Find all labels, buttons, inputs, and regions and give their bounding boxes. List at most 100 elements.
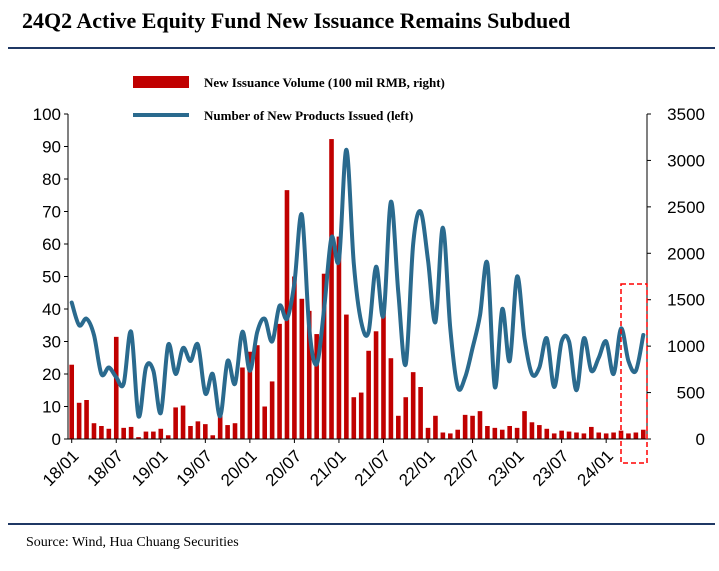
bar-20/10 — [314, 334, 319, 439]
line-point-19/07 — [204, 393, 206, 394]
bar-22/05 — [455, 429, 461, 439]
bar-24/01 — [603, 433, 609, 439]
bar-19/01 — [158, 428, 164, 439]
bar-18/12 — [151, 431, 156, 439]
line-point-21/08 — [390, 201, 392, 203]
bar-18/05 — [99, 426, 104, 439]
x-tick-label: 23/01 — [484, 446, 528, 490]
line-point-20/02 — [256, 331, 258, 333]
line-point-21/09 — [397, 292, 399, 294]
line-point-18/12 — [152, 370, 154, 372]
bar-19/09 — [217, 414, 223, 439]
bar-24/04 — [626, 433, 631, 439]
bar-19/04 — [180, 405, 186, 439]
line-point-21/02 — [345, 149, 347, 151]
bar-23/08 — [566, 431, 572, 439]
bar-21/09 — [396, 415, 401, 439]
bar-24/02 — [611, 432, 616, 439]
right-tick-label: 3500 — [667, 105, 705, 124]
line-point-21/12 — [420, 211, 422, 212]
bar-22/10 — [492, 427, 498, 439]
bar-21/12 — [418, 387, 423, 439]
line-point-22/11 — [501, 308, 503, 310]
line-point-19/10 — [227, 360, 229, 362]
line-point-18/04 — [93, 334, 95, 336]
bar-20/01 — [247, 351, 253, 439]
bar-24/05 — [633, 432, 639, 439]
line-point-23/03 — [531, 373, 533, 375]
legend-label-line: Number of New Products Issued (left) — [204, 108, 413, 123]
left-tick-label: 90 — [42, 138, 61, 157]
bar-19/05 — [188, 426, 193, 439]
bar-23/11 — [589, 426, 594, 439]
line-point-23/12 — [598, 357, 600, 359]
bar-18/11 — [143, 431, 149, 439]
bar-21/08 — [388, 358, 394, 439]
highlight-box-24q2 — [620, 283, 648, 464]
bar-18/04 — [91, 423, 97, 439]
line-point-20/04 — [271, 341, 273, 342]
bar-21/07 — [381, 309, 386, 439]
bar-23/05 — [544, 428, 550, 439]
right-tick-label: 500 — [677, 384, 705, 403]
bar-22/12 — [507, 426, 512, 439]
line-point-20/10 — [316, 363, 318, 365]
bar-21/06 — [373, 331, 379, 439]
line-point-19/09 — [219, 415, 221, 417]
line-point-23/02 — [524, 337, 526, 339]
line-point-23/07 — [561, 341, 563, 342]
bar-20/05 — [277, 323, 282, 439]
bar-18/08 — [121, 427, 126, 439]
bar-23/01 — [514, 427, 520, 439]
line-point-19/08 — [212, 373, 214, 375]
x-tick-label: 20/01 — [217, 446, 261, 490]
line-point-23/01 — [516, 276, 518, 277]
left-tick-label: 60 — [42, 235, 61, 254]
legend-label-bar: New Issuance Volume (100 mil RMB, right) — [204, 75, 445, 90]
bar-21/02 — [344, 314, 349, 439]
bar-23/02 — [522, 411, 527, 439]
right-tick-label: 1500 — [667, 291, 705, 310]
line-point-18/08 — [123, 383, 125, 385]
bar-18/07 — [113, 336, 119, 439]
bar-22/06 — [462, 414, 468, 439]
right-axis: 0 500 1000 1500 2000 2500 3000 3500 — [646, 105, 705, 449]
bar-23/12 — [596, 432, 602, 439]
x-tick-label: 19/07 — [173, 446, 217, 490]
left-tick-label: 80 — [42, 170, 61, 189]
page-title: 24Q2 Active Equity Fund New Issuance Rem… — [22, 8, 571, 33]
bar-22/01 — [425, 427, 431, 439]
line-point-23/11 — [590, 370, 592, 372]
left-tick-label: 50 — [42, 268, 61, 287]
series-line-new-products — [69, 147, 646, 419]
line-point-22/07 — [472, 347, 474, 349]
line-point-24/01 — [605, 341, 607, 342]
line-point-20/11 — [323, 308, 325, 310]
bar-23/09 — [574, 432, 579, 439]
line-point-18/09 — [130, 331, 132, 333]
line-point-21/01 — [338, 259, 340, 261]
line-point-18/05 — [100, 373, 102, 375]
line-point-23/09 — [575, 389, 577, 391]
x-tick-label: 20/07 — [262, 446, 306, 490]
line-point-24/04 — [627, 360, 629, 362]
line-point-19/03 — [175, 373, 177, 375]
bar-19/02 — [165, 435, 171, 439]
bar-21/05 — [366, 350, 371, 439]
line-point-20/07 — [293, 282, 295, 284]
line-point-24/02 — [613, 373, 615, 375]
x-tick-label: 21/07 — [351, 446, 395, 490]
bar-19/10 — [225, 425, 230, 439]
bar-21/03 — [351, 397, 357, 439]
line-point-21/05 — [368, 331, 370, 333]
bar-19/12 — [240, 367, 245, 439]
line-point-22/01 — [427, 259, 429, 261]
x-tick-label: 23/07 — [529, 446, 573, 490]
line-point-18/11 — [145, 367, 147, 368]
left-axis: 0 10 20 30 40 50 60 70 80 90 100 — [33, 105, 69, 449]
bar-20/08 — [299, 298, 305, 439]
line-point-19/05 — [189, 360, 191, 362]
line-point-19/01 — [160, 412, 162, 414]
bar-22/07 — [470, 415, 475, 439]
bar-22/08 — [477, 411, 483, 439]
